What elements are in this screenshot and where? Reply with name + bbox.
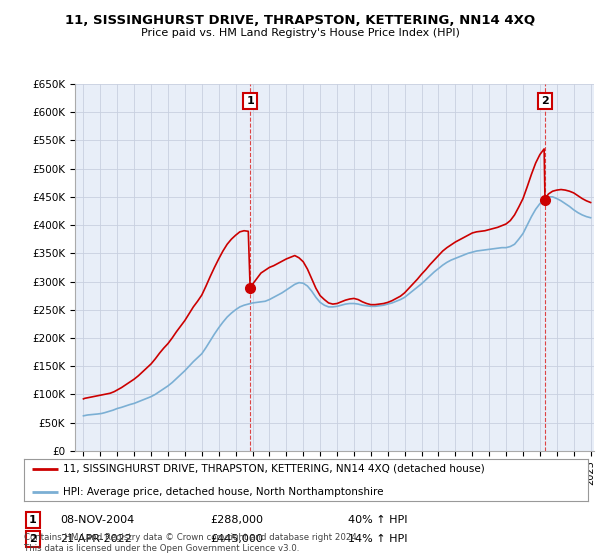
Text: £288,000: £288,000 [210,515,263,525]
Text: HPI: Average price, detached house, North Northamptonshire: HPI: Average price, detached house, Nort… [64,487,384,497]
Text: £445,000: £445,000 [210,534,263,544]
Text: 21-APR-2022: 21-APR-2022 [60,534,132,544]
Text: 14% ↑ HPI: 14% ↑ HPI [348,534,407,544]
Text: 40% ↑ HPI: 40% ↑ HPI [348,515,407,525]
Text: Price paid vs. HM Land Registry's House Price Index (HPI): Price paid vs. HM Land Registry's House … [140,28,460,38]
Text: 11, SISSINGHURST DRIVE, THRAPSTON, KETTERING, NN14 4XQ (detached house): 11, SISSINGHURST DRIVE, THRAPSTON, KETTE… [64,464,485,474]
Text: Contains HM Land Registry data © Crown copyright and database right 2024.
This d: Contains HM Land Registry data © Crown c… [24,533,359,553]
Text: 1: 1 [246,96,254,106]
Text: 08-NOV-2004: 08-NOV-2004 [60,515,134,525]
Text: 11, SISSINGHURST DRIVE, THRAPSTON, KETTERING, NN14 4XQ: 11, SISSINGHURST DRIVE, THRAPSTON, KETTE… [65,14,535,27]
Text: 2: 2 [29,534,37,544]
Text: 2: 2 [541,96,549,106]
Text: 1: 1 [29,515,37,525]
